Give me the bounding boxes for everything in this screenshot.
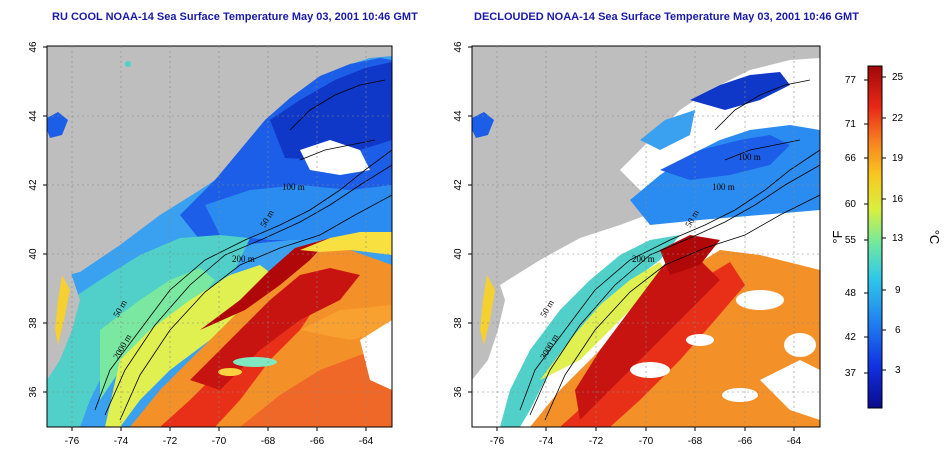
fahrenheit-tick-label: 42	[845, 332, 857, 343]
panel-right-y-labels: 46 44 42 40 38 36	[453, 41, 464, 398]
celsius-tick-label: 6	[895, 325, 901, 336]
x-tick-label: -70	[639, 436, 654, 447]
x-tick-label: -66	[310, 436, 325, 447]
colorbar-gradient	[867, 65, 883, 409]
fahrenheit-tick-label: 48	[845, 288, 857, 299]
celsius-tick-label: 9	[895, 285, 901, 296]
panel-left-grid	[47, 46, 392, 427]
x-tick-label: -64	[787, 436, 802, 447]
panel-left-y-labels: 46 44 42 40 38 36	[28, 41, 39, 398]
x-tick-label: -66	[738, 436, 753, 447]
panel-left-x-labels: -76 -74 -72 -70 -68 -66 -64	[65, 436, 374, 447]
fahrenheit-tick-label: 77	[845, 75, 857, 86]
fahrenheit-tick-label: 71	[845, 119, 857, 130]
y-tick-label: 44	[28, 110, 39, 122]
y-tick-label: 36	[28, 386, 39, 398]
panel-left-ticks	[43, 46, 367, 431]
panel-left-title: RU COOL NOAA-14 Sea Surface Temperature …	[52, 11, 418, 23]
y-tick-label: 46	[28, 41, 39, 53]
panel-right-title: DECLOUDED NOAA-14 Sea Surface Temperatur…	[474, 11, 859, 23]
panel-right-ticks	[468, 46, 795, 431]
contour-label: 200 m	[632, 254, 655, 264]
celsius-tick-label: 19	[892, 153, 904, 164]
celsius-tick-label: 13	[892, 233, 904, 244]
fahrenheit-tick-label: 55	[845, 235, 857, 246]
y-tick-label: 36	[453, 386, 464, 398]
x-tick-label: -68	[688, 436, 703, 447]
celsius-unit-label: °C	[927, 230, 942, 245]
fahrenheit-tick-label: 60	[845, 199, 857, 210]
contour-label: 100 m	[712, 182, 735, 192]
celsius-tick-label: 22	[892, 113, 904, 124]
contour-label: 200 m	[232, 254, 255, 264]
y-tick-label: 46	[453, 41, 464, 53]
y-tick-label: 38	[28, 317, 39, 329]
x-tick-label: -64	[359, 436, 374, 447]
celsius-tick-label: 3	[895, 365, 901, 376]
y-tick-label: 42	[28, 179, 39, 191]
y-tick-label: 44	[453, 110, 464, 122]
colorbar-ticks	[864, 76, 886, 374]
x-tick-label: -72	[589, 436, 604, 447]
fahrenheit-unit-label: °F	[830, 230, 845, 243]
x-tick-label: -74	[114, 436, 129, 447]
contour-label: 100 m	[282, 182, 305, 192]
contour-label: 100 m	[738, 152, 761, 162]
y-tick-label: 42	[453, 179, 464, 191]
y-tick-label: 38	[453, 317, 464, 329]
panel-right-map	[472, 46, 820, 427]
y-tick-label: 40	[453, 248, 464, 260]
celsius-tick-label: 25	[892, 72, 904, 83]
panel-left-map	[47, 46, 392, 427]
panel-right-x-labels: -76 -74 -72 -70 -68 -66 -64	[490, 436, 802, 447]
x-tick-label: -74	[539, 436, 554, 447]
colorbar: 77 71 66 60 55 48 42 37 25 22 19 16 13 9…	[830, 65, 942, 409]
x-tick-label: -76	[65, 436, 80, 447]
x-tick-label: -76	[490, 436, 505, 447]
x-tick-label: -72	[163, 436, 178, 447]
x-tick-label: -70	[212, 436, 227, 447]
panel-right-grid	[472, 46, 820, 427]
x-tick-label: -68	[261, 436, 276, 447]
fahrenheit-tick-label: 37	[845, 368, 857, 379]
celsius-tick-label: 16	[892, 194, 904, 205]
y-tick-label: 40	[28, 248, 39, 260]
fahrenheit-tick-label: 66	[845, 153, 857, 164]
